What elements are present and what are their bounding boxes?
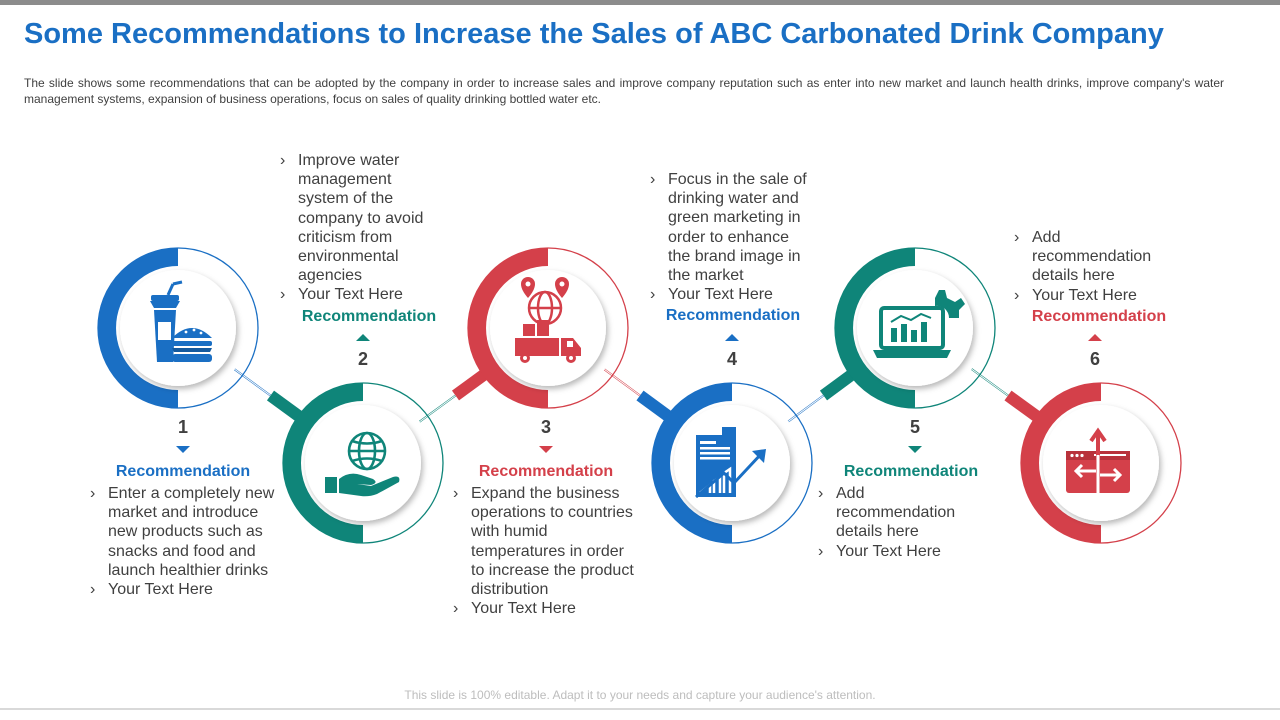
recommendation-6-bullet-1: Add recommendation details here	[1012, 228, 1167, 286]
bottom-accent-bar	[0, 708, 1280, 710]
recommendation-1: Recommendation Enter a completely new ma…	[88, 463, 278, 599]
step-ring-5	[834, 247, 996, 409]
recommendation-3-heading: Recommendation	[478, 463, 614, 480]
recommendation-6-bullet-2: Your Text Here	[1012, 286, 1194, 305]
connector-inner-2	[419, 395, 456, 423]
step-marker-1	[176, 446, 190, 453]
step-arc-5	[835, 248, 916, 408]
step-arc-3	[468, 248, 549, 408]
recommendation-6: Add recommendation details here Your Tex…	[1004, 228, 1194, 329]
recommendation-2-heading: Recommendation	[301, 307, 437, 325]
growth-chart-icon	[695, 427, 766, 499]
recommendation-5-bullet-2: Your Text Here	[816, 542, 1006, 561]
step-number-3: 3	[540, 417, 551, 437]
globe-hand-icon	[325, 431, 400, 497]
step-arc-1	[98, 248, 179, 408]
recommendation-1-bullet-1: Enter a completely new market and introd…	[88, 484, 278, 580]
step-icon-disc-5	[857, 270, 973, 386]
step-number-5: 5	[909, 417, 920, 437]
step-arc-6	[1021, 383, 1102, 543]
connector-inner-1	[234, 368, 271, 396]
recommendation-5: Recommendation Add recommendation detail…	[816, 463, 1006, 561]
step-marker-2	[356, 334, 370, 341]
recommendation-4-bullets: Focus in the sale of drinking water and …	[648, 170, 830, 305]
recommendation-3-bullets: Expand the business operations to countr…	[451, 484, 641, 619]
direction-sign-icon	[1066, 427, 1130, 493]
global-delivery-icon	[515, 277, 581, 363]
recommendation-1-bullet-2: Your Text Here	[88, 580, 278, 599]
recommendation-4: Focus in the sale of drinking water and …	[640, 170, 830, 328]
step-ring-3	[467, 247, 629, 409]
step-marker-3	[539, 446, 553, 453]
step-arc-4	[652, 383, 733, 543]
recommendation-6-heading: Recommendation	[1031, 307, 1167, 325]
recommendation-1-heading: Recommendation	[115, 463, 251, 480]
recommendation-4-bullet-2: Your Text Here	[648, 285, 830, 304]
recommendation-2-bullets: Improve water management system of the c…	[278, 151, 460, 305]
footer-note: This slide is 100% editable. Adapt it to…	[404, 688, 876, 702]
recommendation-5-bullets: Add recommendation details here Your Tex…	[816, 484, 1006, 561]
step-marker-5	[908, 446, 922, 453]
recommendation-6-bullets: Add recommendation details here Your Tex…	[1012, 228, 1194, 305]
step-number-2: 2	[357, 349, 368, 369]
step-ring-1	[97, 247, 259, 409]
step-icon-disc-1	[120, 270, 236, 386]
step-circle-5	[834, 247, 996, 409]
step-circle-2	[282, 382, 444, 544]
step-number-1: 1	[177, 417, 188, 437]
recommendation-2: Improve water management system of the c…	[270, 151, 460, 329]
recommendation-2-bullet-1: Improve water management system of the c…	[278, 151, 438, 285]
recommendation-1-bullets: Enter a completely new market and introd…	[88, 484, 278, 599]
recommendation-5-bullet-1: Add recommendation details here	[816, 484, 971, 542]
top-accent-bar	[0, 0, 1280, 5]
recommendation-4-bullet-1: Focus in the sale of drinking water and …	[648, 170, 813, 285]
recommendation-4-heading: Recommendation	[665, 307, 801, 325]
connector-inner-5	[971, 368, 1009, 396]
step-number-4: 4	[726, 349, 737, 369]
recommendation-5-heading: Recommendation	[843, 463, 979, 480]
recommendation-3: Recommendation Expand the business opera…	[451, 463, 641, 619]
recommendation-2-bullet-2: Your Text Here	[278, 285, 460, 304]
laptop-analytics-icon	[873, 290, 965, 358]
step-circle-1	[97, 247, 259, 409]
step-arc-2	[283, 383, 364, 543]
step-marker-4	[725, 334, 739, 341]
connector-inner-3	[604, 369, 641, 396]
step-number-6: 6	[1089, 349, 1100, 369]
connector-inner-4	[788, 395, 824, 422]
page-subtitle: The slide shows some recommendations tha…	[24, 76, 1224, 106]
page-title: Some Recommendations to Increase the Sal…	[24, 18, 1164, 50]
fast-food-icon	[150, 280, 212, 362]
step-marker-6	[1088, 334, 1102, 341]
step-icon-disc-2	[305, 405, 421, 521]
recommendation-3-bullet-2: Your Text Here	[451, 599, 641, 618]
recommendation-3-bullet-1: Expand the business operations to countr…	[451, 484, 641, 599]
